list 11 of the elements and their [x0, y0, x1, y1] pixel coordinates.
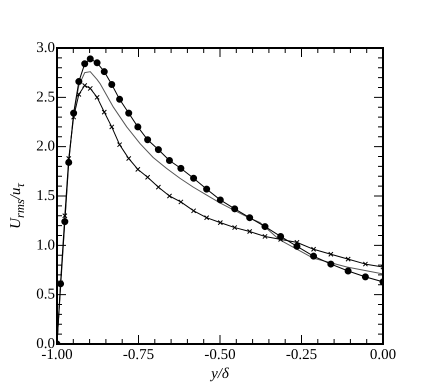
y-tick-label: 0.5 — [36, 286, 55, 303]
y-tick-label: 1.0 — [36, 237, 55, 254]
x-tick-label: 0.00 — [370, 346, 396, 363]
y-tick-label: 3.0 — [36, 40, 55, 56]
y-tick-label: 2.5 — [36, 89, 55, 106]
x-tick-label: -0.25 — [286, 346, 318, 363]
x-axis-title: y/δ — [211, 366, 229, 383]
x-tick-label: -0.75 — [122, 346, 154, 363]
x-tick-label: -0.50 — [204, 346, 236, 363]
y-tick-label: 1.5 — [36, 188, 55, 204]
y-tick-label: 2.0 — [36, 138, 55, 155]
